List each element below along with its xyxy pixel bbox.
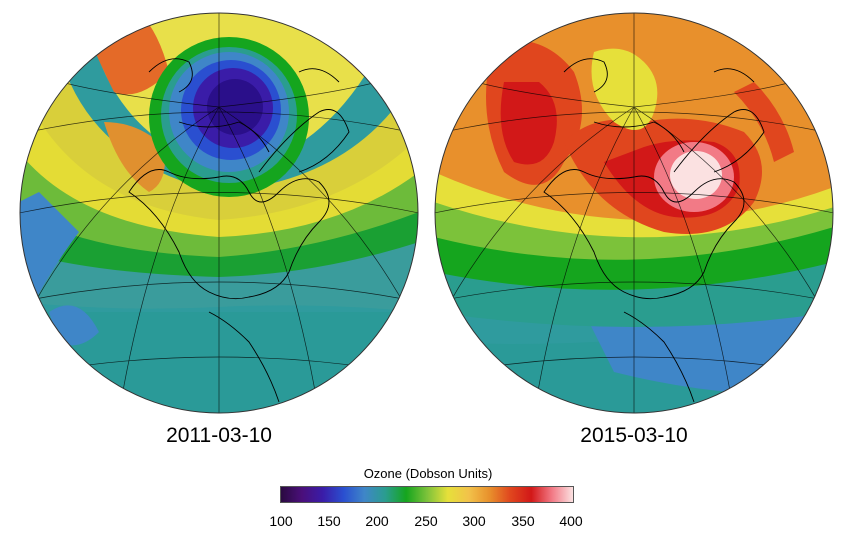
colorbar-title: Ozone (Dobson Units) <box>363 466 493 481</box>
ozone-colorbar: Ozone (Dobson Units) 100 150 200 250 300… <box>269 466 582 534</box>
colorbar-tick: 350 <box>511 513 535 529</box>
colorbar-tick: 300 <box>462 513 486 529</box>
colorbar-ramp <box>280 486 574 503</box>
date-label-2011: 2011-03-10 <box>166 424 272 447</box>
globe-map-2015 <box>434 12 834 414</box>
globe-map-2011 <box>19 12 419 414</box>
colorbar-tick: 100 <box>269 513 293 529</box>
date-label-2015: 2015-03-10 <box>580 424 688 447</box>
colorbar-tick: 250 <box>414 513 438 529</box>
ozone-globe-2011 <box>19 12 419 414</box>
colorbar-tick: 200 <box>365 513 389 529</box>
colorbar-tick: 400 <box>559 513 583 529</box>
ozone-globe-2015 <box>434 12 834 414</box>
colorbar-tick: 150 <box>317 513 341 529</box>
